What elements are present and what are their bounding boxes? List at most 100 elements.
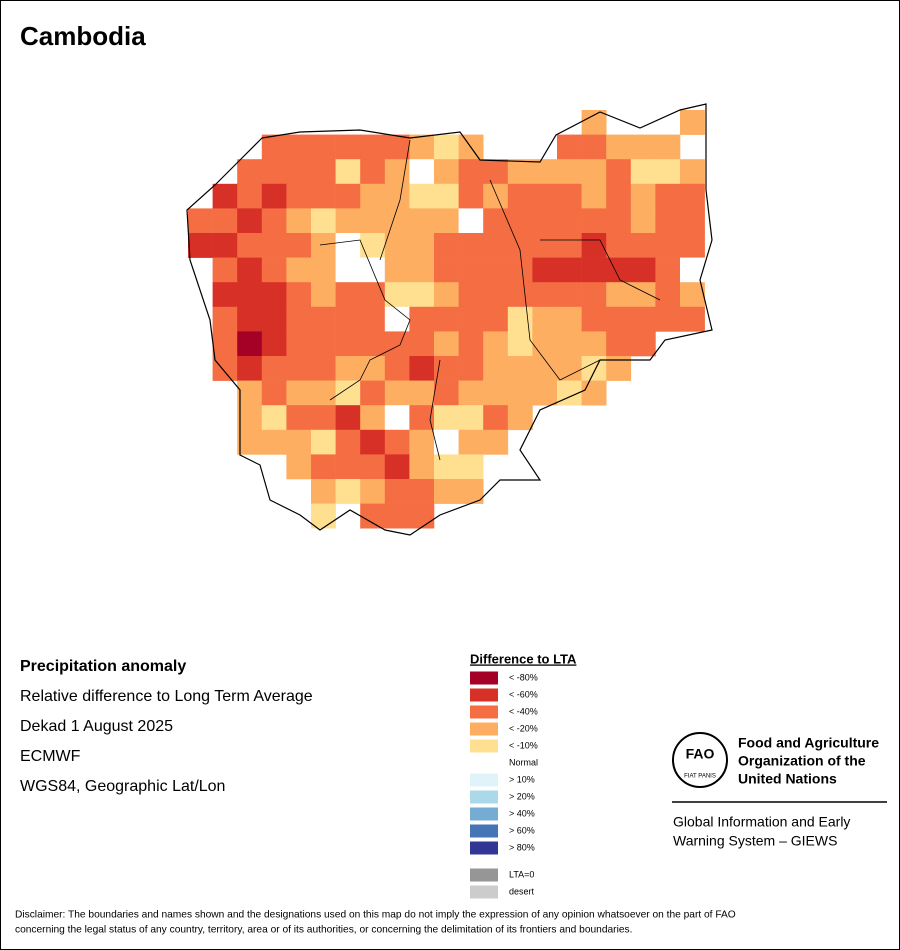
map-cell: [434, 405, 459, 431]
map-cell: [286, 257, 312, 283]
info-line: WGS84, Geographic Lat/Lon: [20, 778, 225, 795]
info-line: Dekad 1 August 2025: [20, 718, 173, 735]
map-cell: [532, 282, 558, 308]
map-cell: [434, 454, 459, 480]
country-border: [186, 103, 713, 536]
info-line: ECMWF: [20, 748, 81, 765]
map-cell: [360, 405, 386, 431]
map-cell: [212, 183, 238, 209]
map-cell: [237, 380, 263, 406]
map-cell: [507, 282, 533, 308]
org-line: Food and Agriculture: [738, 735, 879, 751]
map-cell: [581, 306, 607, 332]
map-cell: [360, 282, 386, 308]
map-cell: [458, 208, 484, 234]
map-cell: [409, 282, 435, 308]
map-cell: [655, 208, 681, 234]
map-cell: [434, 183, 459, 209]
map-cell: [212, 233, 238, 258]
map-cell: [630, 257, 656, 283]
legend-swatch: [470, 868, 498, 882]
map-cell: [384, 479, 410, 504]
logo-motto: FIAT PANIS: [684, 774, 716, 780]
map-cell: [261, 183, 287, 209]
map-cell: [384, 306, 410, 332]
map-cell: [409, 208, 435, 234]
map-cell: [212, 257, 238, 283]
map-cell: [655, 257, 681, 283]
map-cell: [606, 282, 632, 308]
map-cell: [581, 159, 607, 185]
fao-logo: FAO FIAT PANIS: [672, 732, 728, 788]
map-cell: [286, 159, 312, 185]
legend-label: < -60%: [509, 689, 538, 699]
map-cell: [237, 282, 263, 308]
map-cell: [311, 454, 336, 480]
map-cell: [434, 306, 459, 332]
map-cell: [507, 356, 533, 381]
map-cell: [434, 282, 459, 308]
map-cell: [311, 134, 336, 160]
map-cell: [483, 208, 509, 234]
map-cell: [630, 208, 656, 234]
map-cell: [384, 331, 410, 357]
legend-label: > 10%: [509, 774, 535, 784]
map-cell: [261, 306, 287, 332]
map-cell: [360, 306, 386, 332]
map-cell: [188, 233, 213, 258]
map-cell: [286, 306, 312, 332]
map-cell: [188, 208, 213, 234]
map-cell: [581, 208, 607, 234]
map-cell: [335, 159, 361, 185]
map-cell: [630, 331, 656, 357]
disclaimer-line: Disclaimer: The boundaries and names sho…: [15, 910, 736, 921]
legend-label: > 20%: [509, 791, 535, 801]
map-cell: [212, 356, 238, 381]
map-cell: [581, 380, 607, 406]
map-cell: [581, 257, 607, 283]
map-cell: [311, 233, 336, 258]
map-cell: [360, 380, 386, 406]
map-cell: [261, 282, 287, 308]
map-cell: [507, 405, 533, 431]
map-cell: [483, 183, 509, 209]
map-cell: [581, 282, 607, 308]
map-cell: [237, 257, 263, 283]
legend-swatch: [470, 722, 498, 736]
map-cell: [581, 183, 607, 209]
legend-swatch: [470, 790, 498, 804]
map-cell: [360, 454, 386, 480]
map-cell: [458, 405, 484, 431]
map-cell: [606, 183, 632, 209]
map-cell: [581, 331, 607, 357]
map-cell: [434, 159, 459, 185]
map-cell: [532, 331, 558, 357]
map-cell: [532, 306, 558, 332]
map-cell: [557, 134, 582, 160]
legend-label: LTA=0: [509, 869, 534, 879]
legend-label: < -20%: [509, 723, 538, 733]
map-cell: [335, 233, 361, 258]
map-cell: [581, 110, 607, 135]
map-cell: [532, 208, 558, 234]
map-cell: [655, 233, 681, 258]
map-cell: [655, 159, 681, 185]
map-cell: [434, 257, 459, 283]
map-cell: [360, 134, 386, 160]
province-borders: [319, 139, 661, 461]
map-cell: [360, 208, 386, 234]
map-cell: [335, 356, 361, 381]
map-cell: [606, 331, 632, 357]
map-cell: [286, 282, 312, 308]
legend-label: desert: [509, 886, 535, 896]
map-cell: [286, 208, 312, 234]
map-cell: [335, 380, 361, 406]
map-cell: [409, 331, 435, 357]
map-cell: [458, 282, 484, 308]
legend-swatch: [470, 688, 498, 702]
legend-label: < -10%: [509, 740, 538, 750]
map-cell: [409, 134, 435, 160]
map-cell: [409, 356, 435, 381]
map-cell: [384, 208, 410, 234]
